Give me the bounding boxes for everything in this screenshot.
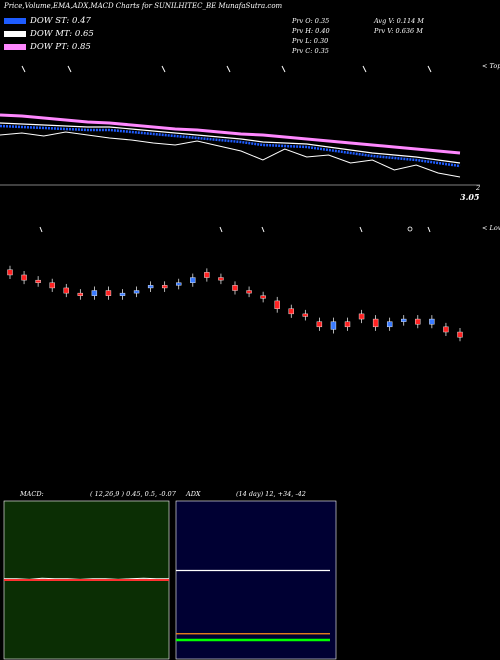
legend-swatch-mt [4,30,26,37]
candle-body-8 [119,292,126,296]
chart-title: Price,Volume,EMA,ADX,MACD Charts for SUN… [4,2,283,10]
candles [7,265,463,342]
low-tick-3 [359,226,363,233]
adx-params: (14 day) 12, +34, -42 [236,490,306,498]
top-tick-3 [226,65,231,73]
candle-body-13 [190,277,196,283]
top-tick-1 [67,65,72,73]
candle-body-5 [77,292,84,296]
adx-lines [176,569,330,642]
top-tick-5 [362,65,367,73]
prev-close: Prv C: 0.35 [292,47,329,55]
candle-body-27 [386,321,393,328]
candle-body-11 [161,285,168,289]
legend-dow-st: DOW ST: 0.47 [4,16,91,26]
adx-panel [175,500,337,660]
candle-body-28 [401,318,407,322]
candle-body-16 [232,285,238,291]
avg-volume: Avg V: 0.114 M [374,17,424,25]
candle-body-19 [274,300,280,309]
candle-body-20 [288,308,294,315]
top-tick-4 [281,65,286,73]
prev-low: Prv L: 0.30 [292,37,329,45]
price-axis-305: 3.05 [460,192,480,202]
legend-dow-mt: DOW MT: 0.65 [4,29,94,39]
price-series-0 [0,113,461,155]
price-lines [0,113,461,178]
legend-dow-pt: DOW PT: 0.85 [4,42,91,52]
candle-body-15 [218,277,224,281]
price-series-1 [0,122,461,164]
top-tick-0 [21,65,26,73]
macd-lines [4,577,169,581]
lows-ticks [39,226,431,233]
candle-body-23 [330,321,337,330]
candle-body-2 [35,279,41,283]
adx-label: ADX [185,490,201,498]
candle-body-0 [7,269,13,276]
low-tick-1 [219,226,223,233]
top-tick-6 [427,65,432,73]
candle-body-14 [204,272,210,278]
legend-label-mt: DOW MT: 0.65 [30,29,94,39]
macd-label: MACD: [19,490,44,498]
macd-params: ( 12,26,9 ) 0.45, 0.5, -0.07 [90,490,177,498]
low-tick-0 [39,226,43,233]
legend-label-pt: DOW PT: 0.85 [30,42,91,52]
low-tick-4 [427,226,431,233]
low-tick-2 [261,226,265,233]
legend-label-st: DOW ST: 0.47 [30,16,91,26]
prev-high: Prv H: 0.40 [292,27,330,35]
tops-tag: < Tops [482,62,500,70]
candle-body-25 [358,313,365,320]
price-axis-2: 2 [475,184,480,192]
candle-body-12 [176,282,182,286]
candle-body-3 [49,282,55,289]
candle-body-26 [372,318,379,328]
candle-body-17 [246,290,252,294]
candle-body-4 [63,287,69,294]
candle-body-32 [457,331,463,338]
candle-body-30 [429,318,435,325]
candle-body-29 [415,318,421,325]
candle-body-21 [302,313,309,317]
prev-volume: Prv V: 0.636 M [374,27,423,35]
candle-body-10 [147,285,154,289]
candle-body-31 [443,326,449,333]
top-tick-2 [161,65,166,73]
candle-body-22 [316,321,323,328]
tops-ticks [21,65,432,73]
low-marker-0 [407,226,413,232]
candle-body-9 [133,290,140,294]
candle-body-18 [260,295,266,299]
legend-swatch-st [4,17,26,24]
candle-body-1 [21,274,27,281]
prev-open: Prv O: 0.35 [292,17,330,25]
candle-body-7 [105,290,112,296]
candle-body-24 [344,321,351,328]
candle-body-6 [91,290,98,296]
lows-tag: < Lows [482,224,500,232]
ema-blue-line [0,124,461,168]
legend-swatch-pt [4,43,26,50]
price-series-2 [0,131,461,178]
